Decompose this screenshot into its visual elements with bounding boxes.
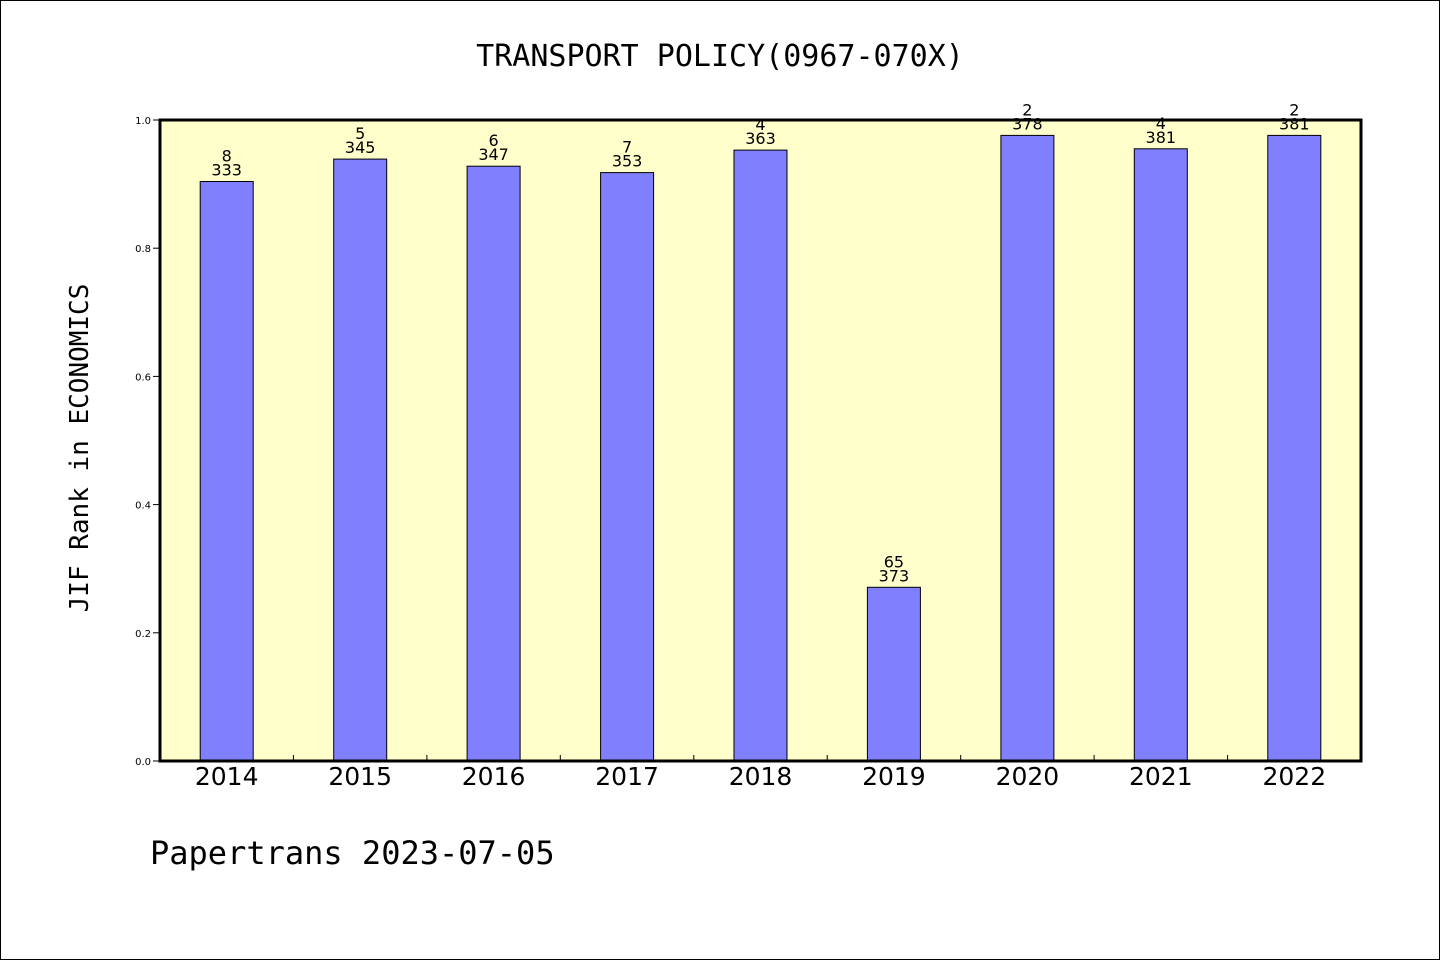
y-tick-label: 0.2 xyxy=(135,629,151,640)
bar-2015 xyxy=(333,158,388,762)
y-tick-label: 0.6 xyxy=(135,372,151,383)
bar-total-label-2020: 378 xyxy=(1012,114,1043,133)
bar-rank-label-2021: 4 xyxy=(1156,114,1166,133)
y-tick-label: 0.4 xyxy=(135,501,151,512)
x-tick-label-2017: 2017 xyxy=(595,762,659,791)
bar-rank-label-2015: 5 xyxy=(355,124,365,143)
bar-total-label-2019: 373 xyxy=(879,566,910,585)
x-tick-label-2021: 2021 xyxy=(1129,762,1193,791)
x-tick-label-2020: 2020 xyxy=(996,762,1060,791)
bar-rank-label-2019: 65 xyxy=(884,552,904,571)
bar-total-label-2018: 363 xyxy=(745,129,776,148)
x-axis: 2014 2015 2016 2017 2018 2019 2020 2021 2022 xyxy=(195,755,1326,791)
bar-2021 xyxy=(1133,148,1188,762)
bar-rank-label-2020: 2 xyxy=(1022,100,1032,119)
bar-total-label-2021: 381 xyxy=(1146,128,1177,147)
footer-date-label: Papertrans 2023-07-05 xyxy=(150,834,555,872)
bar-rank-label-2022: 2 xyxy=(1289,100,1299,119)
x-tick-label-2015: 2015 xyxy=(328,762,392,791)
bar-2019 xyxy=(866,586,921,762)
bar-total-label-2014: 333 xyxy=(211,161,242,180)
bar-rank-label-2018: 4 xyxy=(755,115,765,134)
y-tick-label: 0.8 xyxy=(135,244,151,255)
x-tick-label-2019: 2019 xyxy=(862,762,926,791)
bar-2017 xyxy=(600,172,655,762)
x-tick-label-2014: 2014 xyxy=(195,762,259,791)
bar-total-label-2015: 345 xyxy=(345,138,376,157)
x-tick-label-2016: 2016 xyxy=(462,762,526,791)
bar-total-label-2022: 381 xyxy=(1279,114,1310,133)
bar-total-label-2017: 353 xyxy=(612,152,643,171)
bar-rank-label-2014: 8 xyxy=(222,147,232,166)
bars-group xyxy=(199,134,1322,762)
bar-rank-label-2017: 7 xyxy=(622,138,632,157)
chart-title: TRANSPORT POLICY(0967-070X) xyxy=(476,39,964,74)
bar-2014 xyxy=(199,181,254,762)
y-tick-label: 1.0 xyxy=(135,116,151,127)
bar-rank-label-2016: 6 xyxy=(489,131,499,150)
bar-2022 xyxy=(1267,134,1322,762)
y-tick-label: 0.0 xyxy=(135,757,151,768)
bar-2020 xyxy=(1000,134,1055,762)
bar-2018 xyxy=(733,149,788,762)
bar-total-label-2016: 347 xyxy=(478,145,509,164)
x-tick-label-2018: 2018 xyxy=(729,762,793,791)
y-axis-label: JIF Rank in ECONOMICS xyxy=(65,284,95,613)
plot-border xyxy=(158,118,1363,763)
bar-2016 xyxy=(466,165,521,762)
y-axis: 0.0 0.2 0.4 0.6 0.8 1.0 xyxy=(135,116,160,768)
x-tick-label-2022: 2022 xyxy=(1262,762,1326,791)
